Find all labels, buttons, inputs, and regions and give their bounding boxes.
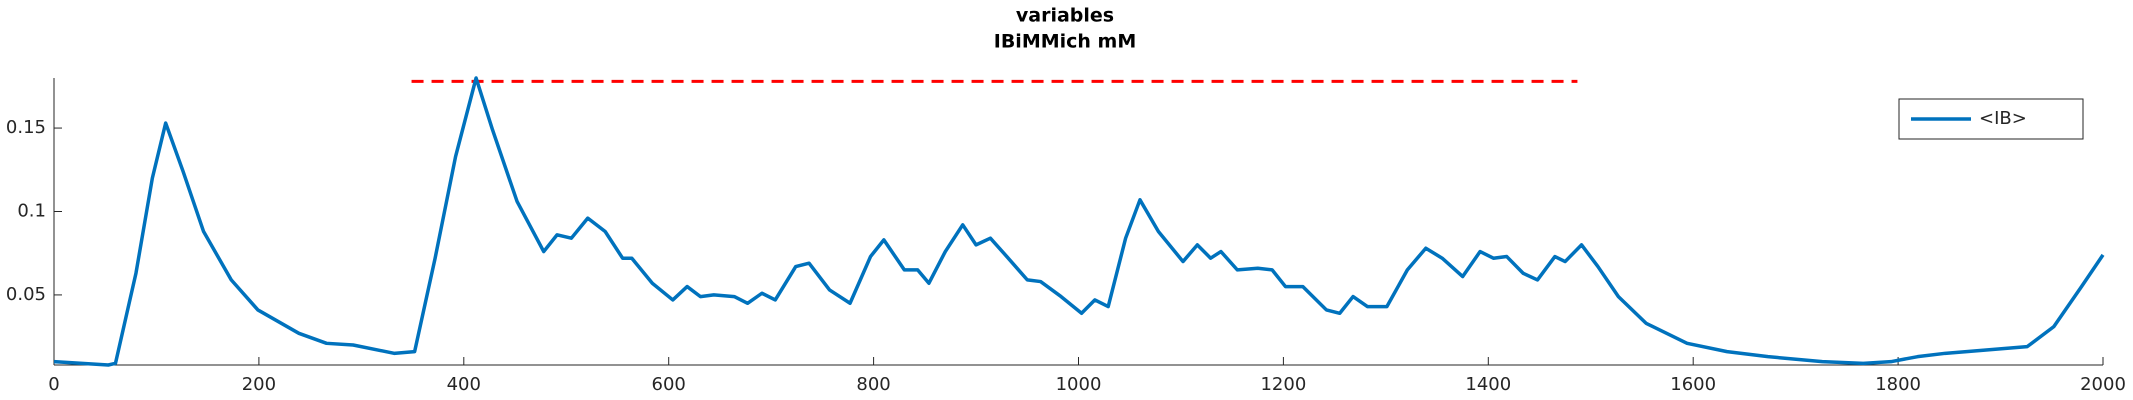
- legend-box: [1898, 98, 2084, 140]
- y-tick-label: 0.15: [6, 117, 46, 138]
- chart-title: variables: [1016, 5, 1114, 27]
- x-tick-label: 2000: [2080, 374, 2126, 395]
- x-tick-label: 1600: [1670, 374, 1716, 395]
- x-tick-label: 1200: [1260, 374, 1306, 395]
- x-tick-label: 400: [447, 374, 481, 395]
- x-tick-label: 200: [242, 374, 276, 395]
- legend-label: <IB>: [1979, 108, 2027, 129]
- data-line: [53, 76, 2105, 367]
- x-tick-label: 1800: [1875, 374, 1921, 395]
- chart-subtitle: IBiMMich mM: [994, 31, 1137, 53]
- y-tick-label: 0.1: [17, 200, 46, 221]
- x-tick-label: 1400: [1465, 374, 1511, 395]
- x-tick-label: 800: [856, 374, 890, 395]
- x-tick-label: 0: [48, 374, 59, 395]
- y-tick-label: 0.05: [6, 284, 46, 305]
- x-tick-label: 1000: [1056, 374, 1102, 395]
- x-tick-label: 600: [652, 374, 686, 395]
